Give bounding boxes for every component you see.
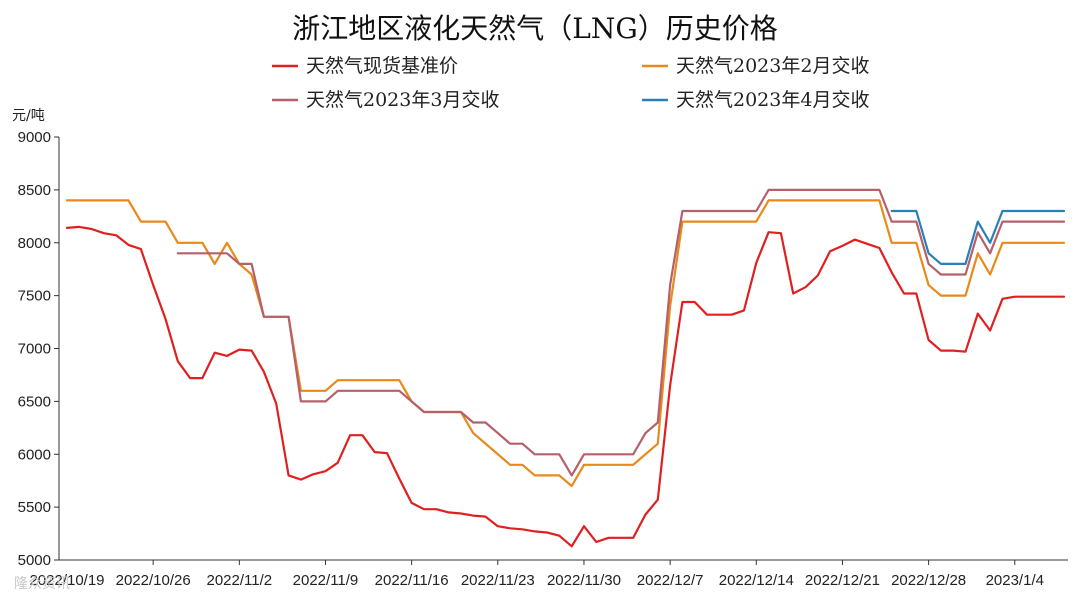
x-tick-label: 2022/12/7 — [637, 572, 704, 589]
x-tick-label: 2022/10/26 — [116, 572, 191, 589]
y-tick-label: 5000 — [18, 552, 51, 569]
y-tick-label: 7000 — [18, 341, 51, 358]
axes — [58, 137, 1068, 561]
x-tick-label: 2022/11/16 — [375, 572, 449, 589]
y-tick-label: 5500 — [18, 499, 51, 516]
watermark: 隆众资讯 — [14, 576, 70, 592]
series-line — [176, 188, 1066, 477]
legend-label: 天然气现货基准价 — [306, 55, 458, 77]
x-tick-label: 2022/12/14 — [719, 572, 794, 589]
x-tick-label: 2022/12/28 — [891, 572, 966, 589]
legend-label: 天然气2023年3月交收 — [306, 89, 499, 111]
series-line — [65, 199, 1066, 488]
plot-area — [65, 188, 1066, 548]
y-tick-label: 8000 — [18, 235, 51, 252]
x-tick-label: 2023/1/4 — [986, 572, 1044, 589]
series-line — [890, 209, 1066, 265]
x-tick-label: 2022/11/30 — [547, 572, 621, 589]
x-tick-label: 2022/11/2 — [207, 572, 273, 589]
x-tick-label: 2022/10/19 — [29, 572, 104, 589]
x-tick-label: 2022/11/9 — [293, 572, 359, 589]
x-tick-label: 2022/11/23 — [461, 572, 535, 589]
y-tick-label: 6500 — [18, 393, 51, 410]
y-axis-label: 元/吨 — [12, 108, 45, 124]
y-tick-label: 9000 — [18, 129, 51, 146]
legend-label: 天然气2023年2月交收 — [676, 55, 869, 77]
y-tick-label: 6000 — [18, 446, 51, 463]
chart-title: 浙江地区液化天然气（LNG）历史价格 — [292, 12, 777, 45]
y-ticks: 5000 5500 6000 6500 7000 7500 8000 8500 9000 — [18, 129, 59, 569]
series-line — [65, 225, 1066, 548]
y-tick-label: 8500 — [18, 182, 51, 199]
x-tick-label: 2022/12/21 — [805, 572, 880, 589]
y-tick-label: 7500 — [18, 288, 51, 305]
legend-label: 天然气2023年4月交收 — [676, 89, 869, 111]
x-ticks: 2022/10/19 2022/10/26 2022/11/2 2022/11/9 20… — [29, 560, 1044, 589]
